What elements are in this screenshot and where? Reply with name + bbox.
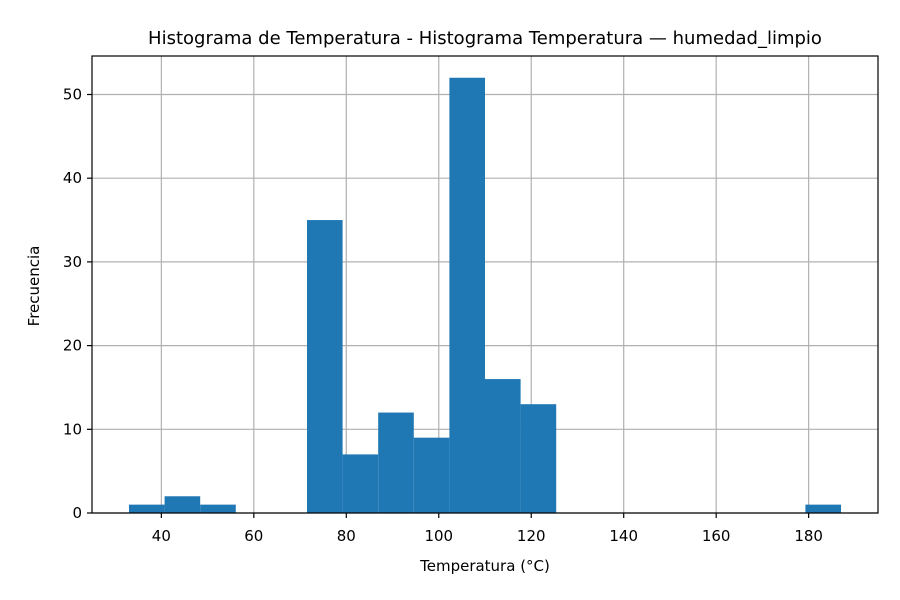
y-tick-label: 0 <box>72 504 82 522</box>
x-tick-label: 120 <box>517 527 546 545</box>
y-tick-label: 20 <box>63 337 82 355</box>
histogram-bar <box>342 454 379 513</box>
histogram-bar <box>413 437 450 513</box>
y-axis-label: Frecuencia <box>25 246 43 327</box>
x-tick-label: 180 <box>794 527 823 545</box>
x-tick-label: 80 <box>337 527 356 545</box>
histogram-bars <box>128 77 842 514</box>
x-tick-label: 40 <box>152 527 171 545</box>
plot-frame <box>91 55 879 514</box>
histogram-bar <box>805 504 842 513</box>
histogram-bar <box>520 404 557 513</box>
y-tick-label: 10 <box>63 420 82 438</box>
histogram-bar <box>485 379 521 513</box>
x-axis-label: Temperatura (°C) <box>419 557 550 575</box>
x-axis-ticks: 40 60 80 100 120 140 160 180 <box>152 513 823 545</box>
histogram-bar <box>200 504 236 513</box>
chart-title: Histograma de Temperatura - Histograma T… <box>148 28 822 49</box>
histogram-bar <box>378 412 414 513</box>
x-tick-label: 100 <box>424 527 453 545</box>
y-axis-ticks: 0 10 20 30 40 50 <box>63 86 92 522</box>
x-tick-label: 140 <box>609 527 638 545</box>
y-tick-label: 40 <box>63 169 82 187</box>
x-tick-label: 160 <box>702 527 731 545</box>
histogram-bar <box>164 496 201 513</box>
histogram-bar <box>128 504 165 513</box>
y-tick-label: 50 <box>63 86 82 104</box>
histogram-bar <box>449 77 485 513</box>
y-tick-label: 30 <box>63 253 82 271</box>
x-tick-label: 60 <box>244 527 263 545</box>
histogram-bar <box>306 220 343 514</box>
